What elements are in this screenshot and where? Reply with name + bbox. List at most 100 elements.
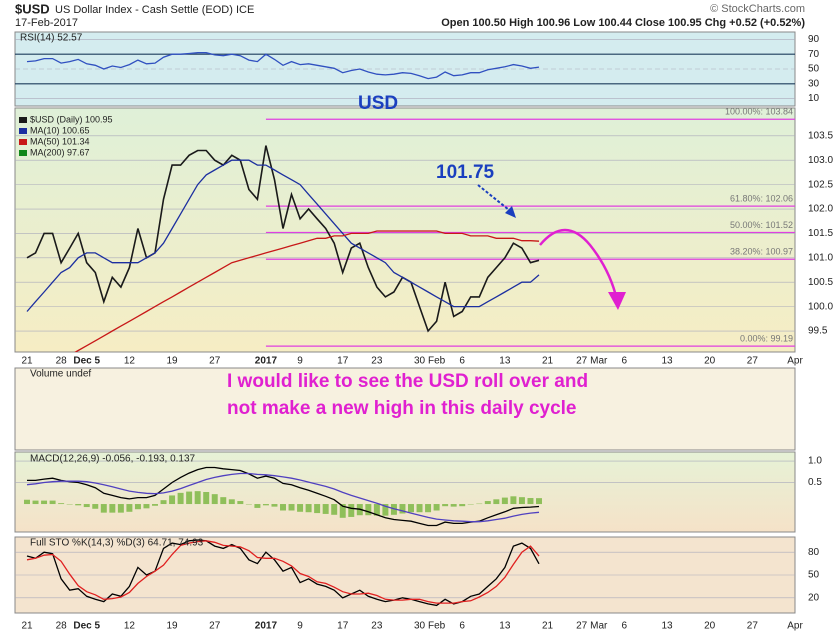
arrow-head — [505, 206, 516, 218]
x-tick-label: 19 — [167, 356, 179, 367]
histogram-bar — [75, 504, 82, 506]
histogram-bar — [408, 504, 414, 513]
x-tick-label: 21 — [21, 356, 33, 367]
y-tick-label: 101.5 — [808, 228, 833, 239]
credit: © StockCharts.com — [710, 3, 805, 15]
histogram-bar — [177, 492, 184, 505]
histogram-bar — [484, 501, 491, 505]
histogram-bar — [382, 504, 389, 516]
histogram-bar — [399, 504, 406, 514]
histogram-bar — [169, 495, 176, 505]
y-tick-label: 50 — [808, 570, 820, 581]
histogram-bar — [152, 504, 158, 506]
y-tick-label: 90 — [808, 34, 820, 45]
y-tick-label: 100.0 — [808, 301, 833, 312]
y-tick-label: 103.0 — [808, 155, 833, 166]
x-tick-label: 20 — [704, 621, 716, 632]
x-tick-label: 30 — [414, 621, 426, 632]
x-tick-label: 28 — [56, 356, 68, 367]
x-tick-label: 27 — [747, 621, 759, 632]
histogram-bar — [510, 496, 517, 505]
y-tick-label: 20 — [808, 592, 820, 603]
symbol: $USD — [15, 1, 50, 16]
callout-arrow — [477, 184, 515, 215]
histogram-bar — [262, 504, 269, 506]
histogram-bar — [143, 504, 150, 509]
histogram-bar — [280, 504, 286, 511]
histogram-bar — [228, 499, 235, 505]
legend-swatch — [19, 117, 27, 123]
projection-curve — [539, 228, 619, 301]
legend-swatch — [19, 150, 27, 156]
histogram-bar — [160, 500, 167, 505]
x-tick-label: 27 — [576, 621, 588, 632]
histogram-bar — [322, 504, 329, 514]
x-tick-label: 27 — [209, 621, 221, 632]
histogram-bar — [58, 503, 65, 505]
histogram-bar — [41, 500, 48, 505]
annotation: not make a new high in this daily cycle — [227, 398, 577, 419]
legend-swatch — [19, 128, 27, 134]
x-tick-label: 20 — [704, 356, 716, 367]
x-tick-label: 21 — [21, 621, 33, 632]
chart-date: 17-Feb-2017 — [15, 17, 78, 29]
x-tick-label: 13 — [661, 621, 673, 632]
x-tick-label: Mar — [590, 621, 608, 632]
x-tick-label: 2017 — [255, 356, 278, 367]
x-tick-label: 9 — [297, 356, 303, 367]
histogram-bar — [220, 497, 227, 505]
y-tick-label: 103.5 — [808, 130, 833, 141]
y-tick-label: 100.5 — [808, 277, 833, 288]
y-tick-label: 102.5 — [808, 179, 833, 190]
histogram-bar — [373, 504, 380, 516]
panel-layer — [15, 460, 795, 527]
x-tick-label: Mar — [590, 356, 608, 367]
histogram-bar — [134, 504, 141, 510]
histogram-bar — [32, 500, 39, 505]
histogram-bar — [49, 500, 56, 505]
series-line — [26, 159, 540, 312]
x-tick-label: 23 — [371, 621, 383, 632]
x-tick-label: Dec 5 — [73, 621, 100, 632]
price-title: USD — [358, 93, 398, 114]
histogram-bar — [425, 504, 432, 513]
histogram-bar — [433, 504, 440, 511]
series-line — [26, 145, 540, 333]
x-tick-label: 6 — [622, 621, 628, 632]
histogram-bar — [237, 501, 244, 505]
panel-layer — [15, 539, 795, 607]
histogram-bar — [109, 504, 116, 513]
histogram-bar — [501, 497, 508, 505]
y-tick-label: 102.0 — [808, 204, 833, 215]
x-tick-label: 21 — [542, 621, 554, 632]
x-tick-label: Feb — [428, 621, 446, 632]
histogram-bar — [100, 504, 107, 513]
histogram-bar — [24, 499, 30, 505]
x-tick-label: 9 — [297, 621, 303, 632]
histogram-bar — [416, 504, 423, 513]
legend-entry: MA(50) 101.34 — [30, 136, 90, 146]
x-tick-label: Apr — [787, 621, 803, 632]
histogram-bar — [442, 504, 449, 507]
histogram-bar — [288, 504, 295, 511]
legend-entry: MA(200) 97.67 — [30, 147, 90, 157]
histogram-bar — [348, 504, 355, 517]
annotation: I would like to see the USD roll over an… — [227, 371, 588, 392]
fib-label: 61.80%: 102.06 — [730, 193, 793, 203]
x-tick-label: 17 — [337, 356, 349, 367]
x-tick-label: 12 — [124, 621, 136, 632]
x-tick-label: 30 — [414, 356, 426, 367]
histogram-bar — [186, 491, 193, 505]
series-line — [26, 539, 540, 607]
x-tick-label: Feb — [428, 356, 446, 367]
histogram-bar — [254, 504, 261, 508]
histogram-bar — [203, 492, 210, 505]
histogram-bar — [305, 504, 312, 513]
x-tick-label: 6 — [459, 356, 465, 367]
y-tick-label: 10 — [808, 93, 820, 104]
series-line — [27, 466, 540, 527]
histogram-bar — [211, 494, 218, 505]
price-panel — [14, 107, 796, 353]
callout-label: 101.75 — [436, 162, 495, 183]
